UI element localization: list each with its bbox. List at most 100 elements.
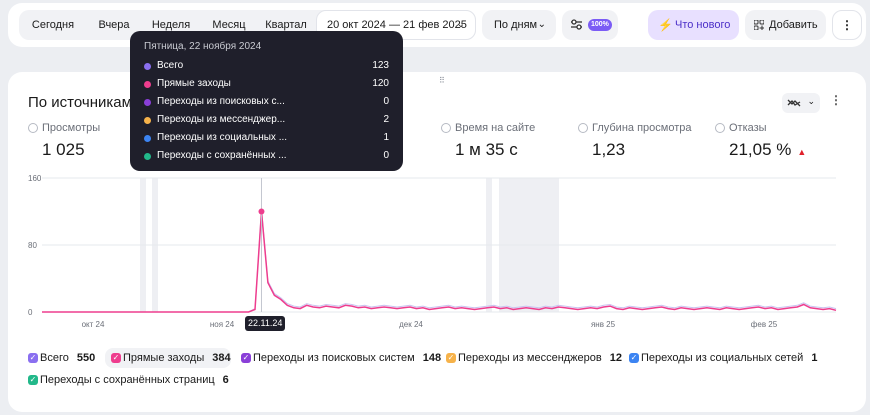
metric-value: 1 025 <box>42 140 85 159</box>
metric-value: 1 м 35 с <box>455 140 518 159</box>
tooltip-row: Переходы из социальных ... 1 <box>144 129 389 147</box>
series-dot-icon <box>144 153 151 160</box>
legend-label: Переходы из мессенджеров <box>458 352 602 364</box>
x-tick-label: фев 25 <box>751 320 778 329</box>
chart-tooltip: Пятница, 22 ноября 2024 Всего 123 Прямые … <box>130 31 403 171</box>
metric-value-text: 21,05 % <box>729 140 792 159</box>
lightning-icon: ⚡ <box>658 18 673 32</box>
period-today-button[interactable]: Сегодня <box>31 19 75 31</box>
tooltip-row-name: Переходы из мессенджер... <box>157 114 286 125</box>
metric-label: Просмотры <box>28 122 100 134</box>
series-line-direct <box>42 211 837 313</box>
grouping-dropdown[interactable]: По дням ⌄ <box>482 10 556 40</box>
y-tick-label: 160 <box>28 174 42 183</box>
period-yesterday-button[interactable]: Вчера <box>98 19 130 31</box>
legend-label: Прямые заходы <box>123 352 205 364</box>
legend-count: 148 <box>422 352 442 364</box>
series-dot-icon <box>144 117 151 124</box>
sampling-button[interactable]: 100% <box>562 10 618 40</box>
legend-count: 550 <box>76 352 96 364</box>
tooltip-row-name: Переходы из социальных ... <box>157 132 288 143</box>
trend-up-icon: ▲ <box>797 147 807 157</box>
legend-label: Всего <box>40 352 69 364</box>
metric-label: Время на сайте <box>441 122 535 134</box>
tooltip-row: Прямые заходы 120 <box>144 75 389 93</box>
checkbox-icon: ✓ <box>629 353 639 363</box>
whats-new-button[interactable]: ⚡ Что нового <box>648 10 739 40</box>
series-dot-icon <box>144 81 151 88</box>
checkbox-icon: ✓ <box>28 375 38 385</box>
chevron-down-icon: ⌄ <box>456 19 465 30</box>
drag-handle-icon[interactable]: ⠿ <box>439 76 445 85</box>
period-week-button[interactable]: Неделя <box>151 19 191 31</box>
x-tick-label: ноя 24 <box>210 320 235 329</box>
tooltip-row: Переходы из мессенджер... 2 <box>144 111 389 129</box>
series-dot-icon <box>144 63 151 70</box>
metric-time-on-site[interactable]: Время на сайте 1 м 35 с <box>441 122 535 160</box>
sampling-badge: 100% <box>588 19 612 31</box>
legend-count: 6 <box>222 374 229 386</box>
series-line-total <box>42 208 837 313</box>
card-more-button[interactable]: ⋮ <box>830 93 842 107</box>
add-button[interactable]: Добавить <box>745 10 826 40</box>
tooltip-row-name: Прямые заходы <box>157 78 231 89</box>
sliders-icon <box>571 19 582 30</box>
metric-label: Глубина просмотра <box>578 122 691 134</box>
legend-item-bookmarks[interactable]: ✓ Переходы с сохранённых страниц 6 <box>22 370 229 390</box>
chart-type-dropdown[interactable]: ⌄ <box>782 93 820 113</box>
legend-item-messengers[interactable]: ✓ Переходы из мессенджеров 12 <box>440 348 622 368</box>
period-selector: Сегодня Вчера Неделя Месяц Квартал 20 ок… <box>19 10 476 40</box>
line-chart-icon <box>787 99 801 107</box>
legend-item-total[interactable]: ✓ Всего 550 <box>22 348 95 368</box>
add-widget-icon <box>754 20 764 30</box>
toolbar-more-button[interactable]: ⋮ <box>832 10 862 40</box>
tooltip-row-value: 123 <box>372 60 389 71</box>
legend-label: Переходы из социальных сетей <box>641 352 804 364</box>
legend-count: 1 <box>811 352 818 364</box>
metric-bounce-rate[interactable]: Отказы 21,05 % ▲ <box>715 122 806 160</box>
tooltip-row-value: 2 <box>383 114 389 125</box>
tooltip-row: Всего 123 <box>144 57 389 75</box>
tooltip-row-value: 0 <box>383 96 389 107</box>
metric-page-depth[interactable]: Глубина просмотра 1,23 <box>578 122 691 160</box>
chevron-down-icon: ⌄ <box>537 19 546 30</box>
top-toolbar: Сегодня Вчера Неделя Месяц Квартал 20 ок… <box>8 3 866 47</box>
x-tick-label: дек 24 <box>399 320 423 329</box>
metric-value: 21,05 % ▲ <box>715 140 806 160</box>
tooltip-row-value: 120 <box>372 78 389 89</box>
tooltip-row-value: 1 <box>383 132 389 143</box>
tooltip-row: Переходы с сохранённых ... 0 <box>144 147 389 165</box>
legend-item-social[interactable]: ✓ Переходы из социальных сетей 1 <box>623 348 817 368</box>
period-month-button[interactable]: Месяц <box>212 19 246 31</box>
add-label: Добавить <box>769 19 818 31</box>
tooltip-row-name: Переходы с сохранённых ... <box>157 150 287 161</box>
series-dot-icon <box>144 135 151 142</box>
x-tick-label: окт 24 <box>82 320 105 329</box>
checkbox-icon: ✓ <box>28 353 38 363</box>
chevron-down-icon: ⌄ <box>807 96 815 106</box>
whats-new-label: Что нового <box>675 19 731 31</box>
legend-item-direct[interactable]: ✓ Прямые заходы 384 <box>105 348 231 368</box>
tooltip-row-name: Всего <box>157 60 184 71</box>
checkbox-icon: ✓ <box>111 353 121 363</box>
tooltip-date: Пятница, 22 ноября 2024 <box>144 41 262 52</box>
series-dot-icon <box>144 99 151 106</box>
checkbox-icon: ✓ <box>241 353 251 363</box>
peak-point <box>258 208 265 215</box>
legend-label: Переходы с сохранённых страниц <box>40 374 215 386</box>
x-tick-label: янв 25 <box>591 320 616 329</box>
grouping-label: По дням <box>494 19 538 31</box>
tooltip-row: Переходы из поисковых с... 0 <box>144 93 389 111</box>
legend-item-search[interactable]: ✓ Переходы из поисковых систем 148 <box>235 348 441 368</box>
period-quarter-button[interactable]: Квартал <box>265 19 307 31</box>
metric-value: 1,23 <box>592 140 626 159</box>
tooltip-row-name: Переходы из поисковых с... <box>157 96 285 107</box>
y-tick-label: 80 <box>28 241 37 250</box>
tooltip-row-value: 0 <box>383 150 389 161</box>
metric-pageviews[interactable]: Просмотры 1 025 <box>28 122 100 160</box>
metric-label: Отказы <box>715 122 806 134</box>
legend-count: 384 <box>212 352 231 364</box>
highlighted-date-chip: 22.11.24 <box>245 316 286 331</box>
date-range-label: 20 окт 2024 — 21 фев 2025 <box>327 19 467 31</box>
